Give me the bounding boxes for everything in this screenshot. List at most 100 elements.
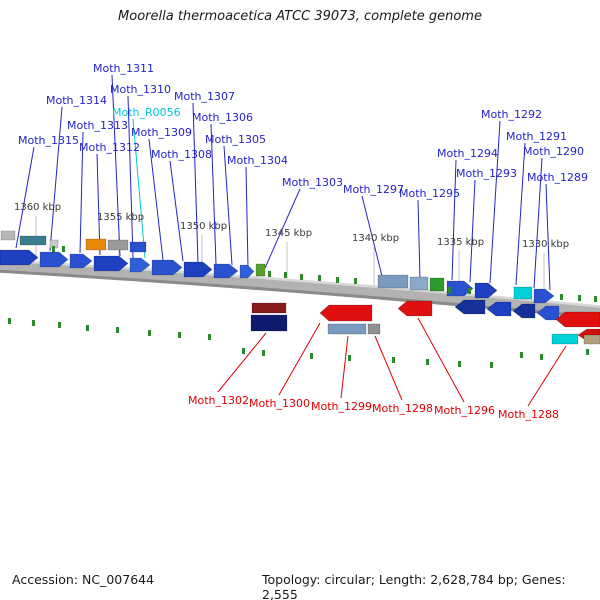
leader-line (417, 317, 465, 403)
feature-tick (52, 246, 55, 252)
leader-line (264, 188, 301, 269)
gene-label-moth_1314[interactable]: Moth_1314 (46, 94, 107, 107)
gene-label-moth_r0056[interactable]: Moth_R0056 (112, 106, 181, 119)
gene-arrow[interactable] (151, 259, 183, 276)
leader-line (340, 335, 349, 399)
gene-box[interactable] (107, 239, 129, 251)
feature-tick-group (8, 246, 597, 368)
gene-box[interactable] (551, 333, 579, 345)
gene-label-moth_1306[interactable]: Moth_1306 (192, 111, 253, 124)
gene-label-moth_1299[interactable]: Moth_1299 (311, 400, 372, 413)
leader-line (223, 145, 233, 266)
gene-arrow[interactable] (0, 249, 39, 266)
gene-arrow[interactable] (512, 303, 536, 319)
gene-box[interactable] (367, 323, 381, 335)
gene-label-moth_1289[interactable]: Moth_1289 (527, 171, 588, 184)
gene-label-moth_1305[interactable]: Moth_1305 (205, 133, 266, 146)
gene-box[interactable] (429, 277, 445, 292)
gene-box[interactable] (255, 263, 266, 277)
leader-line (132, 118, 146, 259)
leader-line (217, 332, 267, 393)
leader-line (245, 166, 249, 268)
gene-label-moth_1294[interactable]: Moth_1294 (437, 147, 498, 160)
gene-arrow[interactable] (536, 305, 560, 321)
feature-tick (458, 361, 461, 367)
leader-line (527, 345, 567, 407)
leader-line (15, 146, 35, 249)
gene-box[interactable] (250, 314, 288, 332)
gene-arrow[interactable] (129, 257, 151, 273)
gene-box[interactable] (129, 241, 147, 253)
ruler-label: 1350 kbp (180, 221, 228, 232)
feature-tick (578, 295, 581, 301)
gene-arrow[interactable] (555, 311, 600, 328)
feature-tick (300, 274, 303, 280)
gene-box[interactable] (19, 235, 47, 246)
gene-label-moth_1296[interactable]: Moth_1296 (434, 404, 495, 417)
gene-arrow[interactable] (474, 282, 498, 299)
gene-label-moth_1307[interactable]: Moth_1307 (174, 90, 235, 103)
leader-line (417, 199, 421, 280)
leader-line (533, 157, 543, 289)
feature-tick (262, 350, 265, 356)
gene-label-moth_1298[interactable]: Moth_1298 (372, 402, 433, 415)
feature-tick (560, 294, 563, 300)
gene-arrow[interactable] (39, 251, 69, 268)
leader-line (278, 322, 321, 396)
gene-arrow[interactable] (319, 304, 373, 322)
gene-label-moth_1293[interactable]: Moth_1293 (456, 167, 517, 180)
feature-tick (586, 349, 589, 355)
gene-arrow[interactable] (69, 253, 93, 269)
gene-arrow[interactable] (533, 288, 555, 304)
feature-tick (58, 322, 61, 328)
gene-label-moth_1297[interactable]: Moth_1297 (343, 183, 404, 196)
gene-box[interactable] (377, 274, 409, 289)
genome-band-main (0, 259, 600, 318)
gene-arrow[interactable] (239, 264, 255, 279)
page-title: Moorella thermoacetica ATCC 39073, compl… (118, 9, 482, 24)
ruler-label: 1345 kbp (265, 228, 313, 239)
gene-arrow[interactable] (454, 299, 486, 315)
ruler-label: 1340 kbp (352, 233, 400, 244)
gene-box[interactable] (85, 238, 107, 251)
gene-arrow[interactable] (397, 300, 433, 317)
gene-box[interactable] (409, 276, 429, 291)
gene-label-moth_1302[interactable]: Moth_1302 (188, 394, 249, 407)
gene-label-moth_1291[interactable]: Moth_1291 (506, 130, 567, 143)
gene-label-moth_1304[interactable]: Moth_1304 (227, 154, 288, 167)
gene-box[interactable] (0, 230, 16, 241)
gene-label-moth_1295[interactable]: Moth_1295 (399, 187, 460, 200)
gene-arrow[interactable] (213, 263, 239, 279)
leader-line (374, 335, 403, 401)
leader-line (96, 153, 101, 256)
gene-label-moth_1313[interactable]: Moth_1313 (67, 119, 128, 132)
ruler-label: 1335 kbp (437, 237, 485, 248)
gene-label-moth_1288[interactable]: Moth_1288 (498, 408, 559, 421)
gene-label-moth_1315[interactable]: Moth_1315 (18, 134, 79, 147)
gene-label-moth_1303[interactable]: Moth_1303 (282, 176, 343, 189)
gene-box[interactable] (251, 302, 287, 314)
gene-arrow[interactable] (183, 261, 213, 278)
gene-label-moth_1311[interactable]: Moth_1311 (93, 62, 154, 75)
gene-box[interactable] (513, 286, 533, 300)
status-bar: Accession: NC_007644 Topology: circular;… (0, 570, 600, 600)
gene-box[interactable] (583, 334, 600, 345)
gene-label-moth_1310[interactable]: Moth_1310 (110, 83, 171, 96)
feature-tick (426, 359, 429, 365)
gene-label-moth_1300[interactable]: Moth_1300 (249, 397, 310, 410)
gene-arrow[interactable] (93, 255, 129, 272)
leader-line (127, 95, 134, 259)
gene-label-moth_1308[interactable]: Moth_1308 (151, 148, 212, 161)
gene-label-moth_1309[interactable]: Moth_1309 (131, 126, 192, 139)
leader-line (545, 183, 551, 291)
gene-label-moth_1290[interactable]: Moth_1290 (523, 145, 584, 158)
gene-arrow[interactable] (486, 301, 512, 317)
leader-line (79, 131, 84, 254)
feature-tick (178, 332, 181, 338)
feature-tick (310, 353, 313, 359)
ruler-label: 1355 kbp (97, 212, 145, 223)
gene-label-moth_1312[interactable]: Moth_1312 (79, 141, 140, 154)
gene-label-moth_1292[interactable]: Moth_1292 (481, 108, 542, 121)
gene-box[interactable] (327, 323, 367, 335)
